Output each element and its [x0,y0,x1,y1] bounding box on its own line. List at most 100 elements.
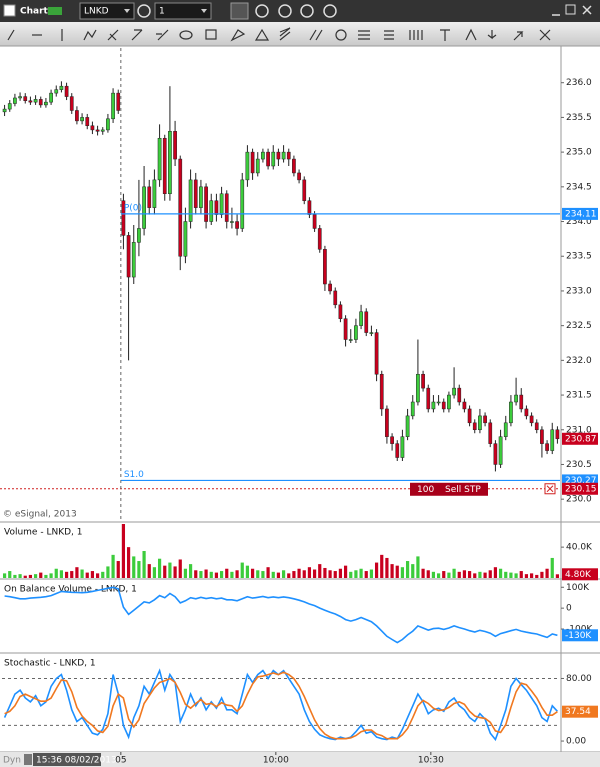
volume-bar [318,564,322,578]
volume-bar [111,554,115,578]
maximize-button[interactable] [565,4,576,15]
volume-bar [168,562,172,578]
volume-bar [75,567,79,578]
tool-circle[interactable] [335,29,347,41]
tool-down[interactable] [487,30,497,40]
order-box[interactable] [410,482,488,496]
interval: 1 [159,7,165,17]
tool-channel[interactable] [309,29,323,41]
volume-bar [2,573,7,578]
candle-body [255,158,260,174]
volume-bar [276,572,281,578]
volume-bar [328,570,332,578]
app-icon [3,4,16,17]
volume-bar [540,571,544,578]
volume-bar [297,568,301,578]
candle-body [312,214,317,229]
volume-bar [142,551,146,578]
volume-bar [380,554,384,578]
toolbar-icon[interactable] [323,4,337,18]
tool-levels[interactable] [384,30,394,40]
tool-delete[interactable] [539,29,551,41]
toolbar-icon[interactable] [255,4,269,18]
interval-icon[interactable] [137,4,151,18]
volume-bar [333,571,337,578]
title-bar [0,0,600,22]
last-value-box [562,629,598,642]
candle-body [18,96,22,99]
candle-body [100,129,105,132]
volume-bar [173,566,177,578]
volume-bar [354,570,358,578]
tool-arrow[interactable] [156,29,169,41]
candle-body [426,387,431,410]
candle-body [49,92,53,103]
candle-body [385,408,389,437]
volume-bar [44,574,48,578]
candle-body [400,436,405,458]
last-volume: 4.80K [565,570,592,580]
close-button[interactable] [582,5,592,15]
tool-cycles[interactable] [409,30,423,40]
candle-body [54,89,59,94]
candle-body [219,193,224,215]
candle-body [209,200,214,222]
candle-body [436,401,441,404]
level-value: 230.27 [565,476,597,486]
candle-body [142,186,146,229]
candle-body [250,151,255,174]
candle-body [545,443,549,451]
tool-text[interactable] [440,29,450,41]
tool-polyline[interactable] [83,29,97,41]
volume-bar [209,571,213,578]
tool-ellipse[interactable] [179,30,193,40]
volume-bar [49,573,53,578]
candle-body [519,394,524,410]
tool-fib[interactable] [358,30,370,40]
toolbar-icon[interactable] [278,4,292,18]
volume-bar [235,570,239,578]
tool-tag[interactable] [513,31,524,41]
candle-body [421,373,425,389]
toolbar-icon[interactable] [300,4,314,18]
volume-bar [436,573,441,578]
tool-line[interactable] [7,29,15,41]
volume-bar [400,567,405,578]
candle-body [131,242,136,278]
candle-body [410,401,415,417]
volume-bar [457,571,461,578]
tool-triangle[interactable] [254,28,270,41]
volume-bar [137,561,141,578]
candle-body [333,290,338,306]
panel-title: Stochastic - LNKD, 1 [4,659,96,669]
volume-bar [467,571,472,578]
y-tick-label: 235.0 [566,148,592,158]
volume-bar [312,569,317,578]
candle-body [240,179,245,229]
volume-bar [416,556,420,578]
tool-shape[interactable] [230,29,246,42]
candle-body [493,443,498,465]
tool-cross[interactable] [107,29,119,41]
candle-body [64,85,69,97]
candle-body [317,228,322,250]
order-quantity: 100 [417,485,434,495]
tool-rect[interactable] [205,29,217,40]
candle-body [514,394,518,403]
candle-body [121,200,126,236]
volume-bar [550,557,554,578]
volume-bar [23,575,27,578]
volume-bar [80,569,84,578]
candle-body [261,151,265,160]
draw-button[interactable] [230,2,249,20]
symbol-box[interactable] [79,2,135,20]
volume-bar [452,568,456,578]
tool-up[interactable] [465,28,477,41]
tool-fan[interactable] [279,27,291,41]
window-title: Chart [20,7,49,17]
interval-box[interactable] [154,2,212,20]
tool-ray[interactable] [131,29,143,41]
y-tick-label: 235.5 [566,113,592,123]
